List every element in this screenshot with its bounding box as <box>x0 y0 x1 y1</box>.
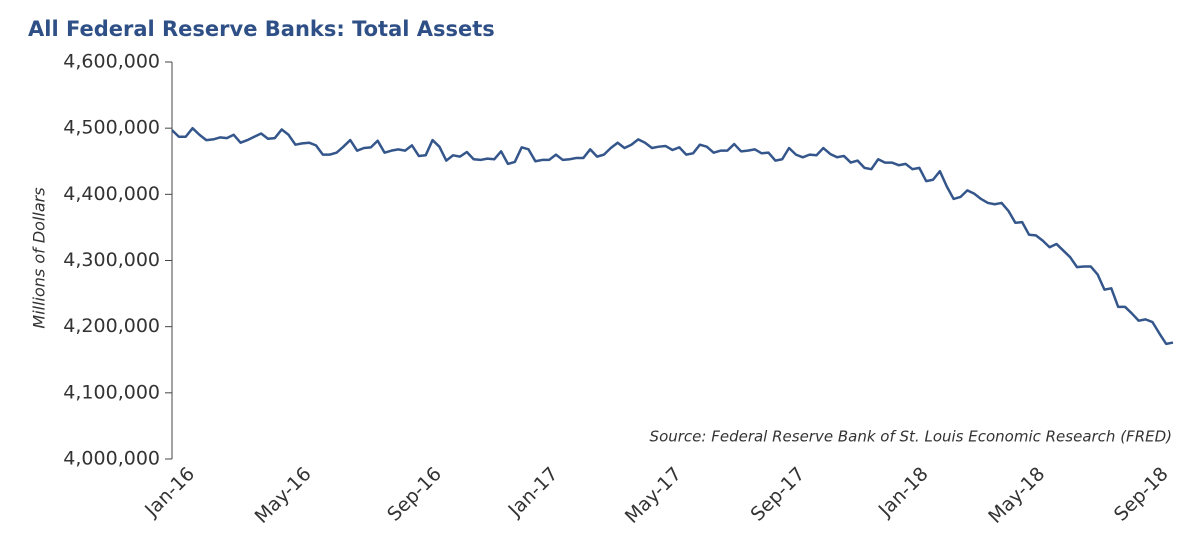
y-tick-label: 4,400,000 <box>63 183 160 205</box>
y-axis-label: Millions of Dollars <box>30 187 49 328</box>
x-tick-label: May-18 <box>984 463 1049 528</box>
y-tick-label: 4,200,000 <box>63 315 160 337</box>
y-tick-label: 4,000,000 <box>63 448 160 470</box>
y-tick-label: 4,600,000 <box>63 51 160 73</box>
x-tick-label: May-17 <box>621 463 686 528</box>
x-tick-label: Jan-17 <box>504 463 563 522</box>
chart-title: All Federal Reserve Banks: Total Assets <box>28 17 495 41</box>
y-tick-label: 4,500,000 <box>63 117 160 139</box>
data-line <box>171 126 1174 346</box>
y-tick-label: 4,300,000 <box>63 249 160 271</box>
x-tick-label: Sep-16 <box>383 463 446 526</box>
x-tick-label: Sep-17 <box>747 463 810 526</box>
x-tick-label: Jan-16 <box>140 463 199 522</box>
source-note: Source: Federal Reserve Bank of St. Loui… <box>650 428 1172 446</box>
x-tick-label: Jan-18 <box>874 463 933 522</box>
x-tick-label: May-16 <box>251 463 316 528</box>
x-tick-label: Sep-18 <box>1110 463 1173 526</box>
y-tick-label: 4,100,000 <box>63 381 160 403</box>
